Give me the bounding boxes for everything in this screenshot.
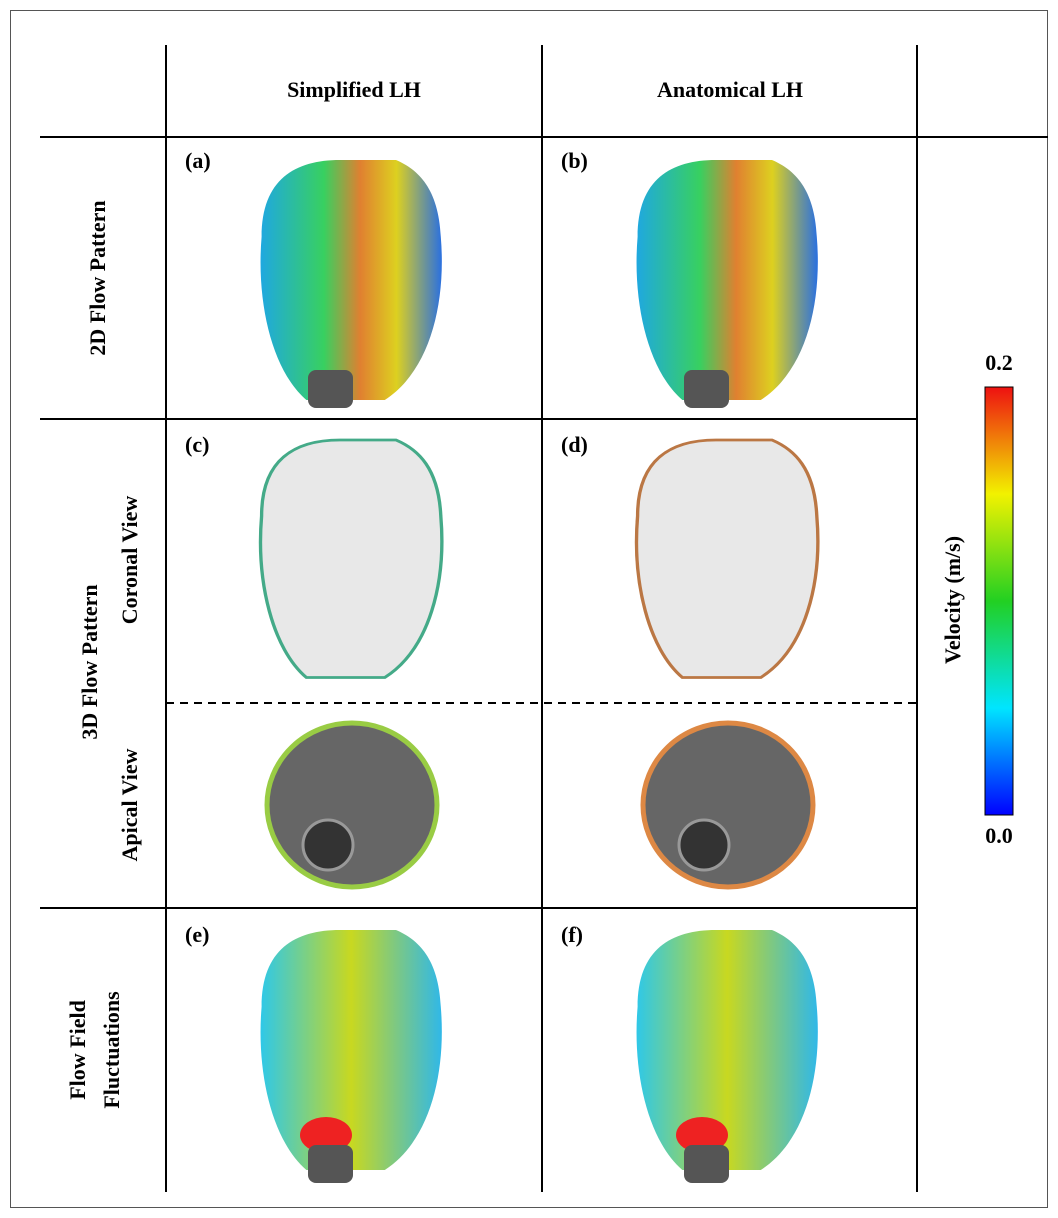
view-label: Coronal View [117,496,142,625]
row-label: 3D Flow Pattern [77,584,102,739]
panel-label: (a) [185,148,211,173]
figure: Simplified LH Anatomical LH 2D Flow Patt… [0,0,1058,1218]
table-rules [40,45,1048,1192]
row-label: Fluctuations [99,991,124,1109]
panel-label: (d) [561,432,588,457]
column-header: Simplified LH [287,77,421,102]
panel-label: (c) [185,432,209,457]
row-label: 2D Flow Pattern [85,200,110,355]
colorbar-title: Velocity (m/s) [940,536,965,664]
colorbar-min: 0.0 [985,823,1013,848]
view-label: Apical View [117,748,142,861]
panel-label: (b) [561,148,588,173]
panel-label: (f) [561,922,583,947]
column-header: Anatomical LH [657,77,803,102]
row-label: Flow Field [65,1000,90,1100]
colorbar-max: 0.2 [985,350,1013,375]
panel-label: (e) [185,922,209,947]
colorbar [985,387,1013,815]
panel-images [261,160,818,1183]
